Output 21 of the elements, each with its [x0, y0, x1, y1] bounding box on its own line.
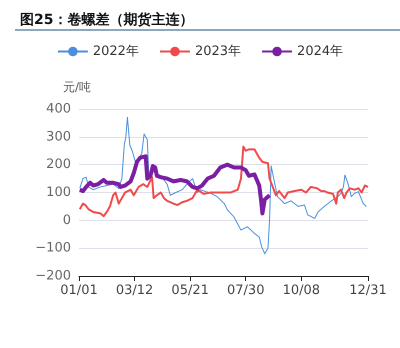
x-tick-label: 03/12 [116, 283, 154, 298]
y-tick-label: 300 [46, 129, 71, 144]
line-series [78, 154, 272, 216]
legend-label: 2022年 [92, 44, 139, 59]
y-tick-label: 100 [46, 185, 71, 200]
y-tick-label: −200 [35, 268, 71, 284]
x-tick-label: 10/08 [282, 283, 320, 298]
legend-label: 2023年 [194, 44, 242, 59]
chart-title: 图25：卷螺差（期货主连） [20, 11, 194, 28]
y-tick-label: 400 [46, 102, 71, 116]
x-tick-label: 07/30 [226, 283, 264, 298]
y-tick-label: 0 [62, 212, 71, 228]
line-series [78, 146, 369, 218]
y-axis-title: 元/吨 [63, 80, 92, 94]
y-tick-label: −100 [35, 240, 71, 256]
legend-label: 2024年 [297, 44, 344, 59]
line-series [79, 116, 367, 254]
x-tick-label: 05/21 [171, 283, 209, 298]
x-tick-label: 01/01 [60, 283, 98, 298]
x-tick-label: 12/31 [349, 283, 387, 298]
y-tick-label: 200 [46, 157, 71, 172]
